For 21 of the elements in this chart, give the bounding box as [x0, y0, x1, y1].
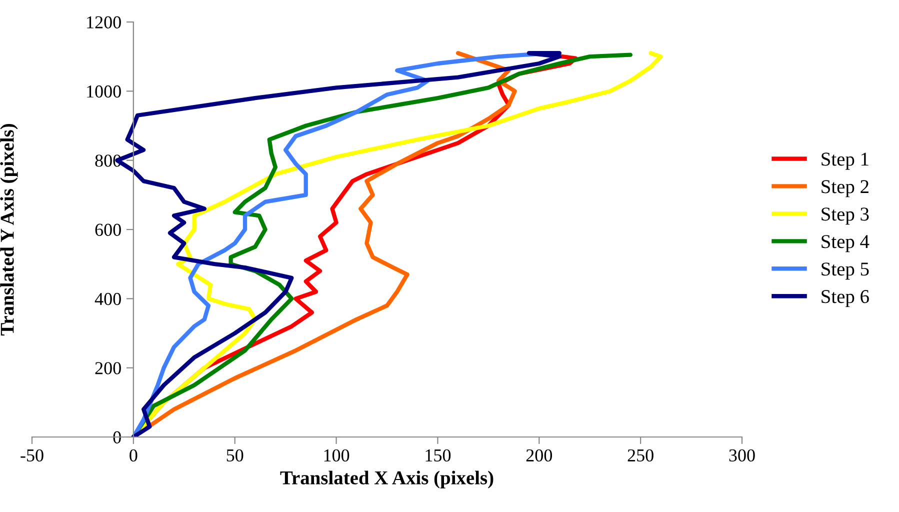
x-tick-label: -50	[20, 449, 44, 462]
legend-label: Step 4	[822, 235, 870, 252]
x-tick-label: 0	[130, 449, 138, 462]
y-tick-label: 200	[95, 362, 121, 374]
y-tick-label: 1000	[87, 85, 121, 98]
legend-label: Step 2	[822, 180, 868, 198]
x-tick-label: 150	[426, 449, 451, 462]
x-tick-label: 300	[729, 449, 755, 462]
legend-label: Step 5	[822, 262, 869, 280]
legend-label: Step 1	[822, 152, 868, 170]
x-tick-label: 200	[526, 449, 552, 462]
y-tick-label: 400	[94, 292, 121, 306]
x-tick-label: 50	[226, 449, 244, 462]
legend-label: Step 3	[822, 208, 869, 225]
y-tick-label: 600	[95, 224, 121, 236]
legend-label: Step 6	[822, 290, 869, 308]
x-tick-label: 100	[324, 449, 350, 462]
x-axis-title: Translated X Axis (pixels)	[280, 470, 494, 488]
x-tick-label: 250	[628, 449, 654, 462]
y-axis-title: Translated Y Axis (pixels)	[0, 124, 18, 336]
y-tick-label: 1200	[87, 16, 121, 28]
